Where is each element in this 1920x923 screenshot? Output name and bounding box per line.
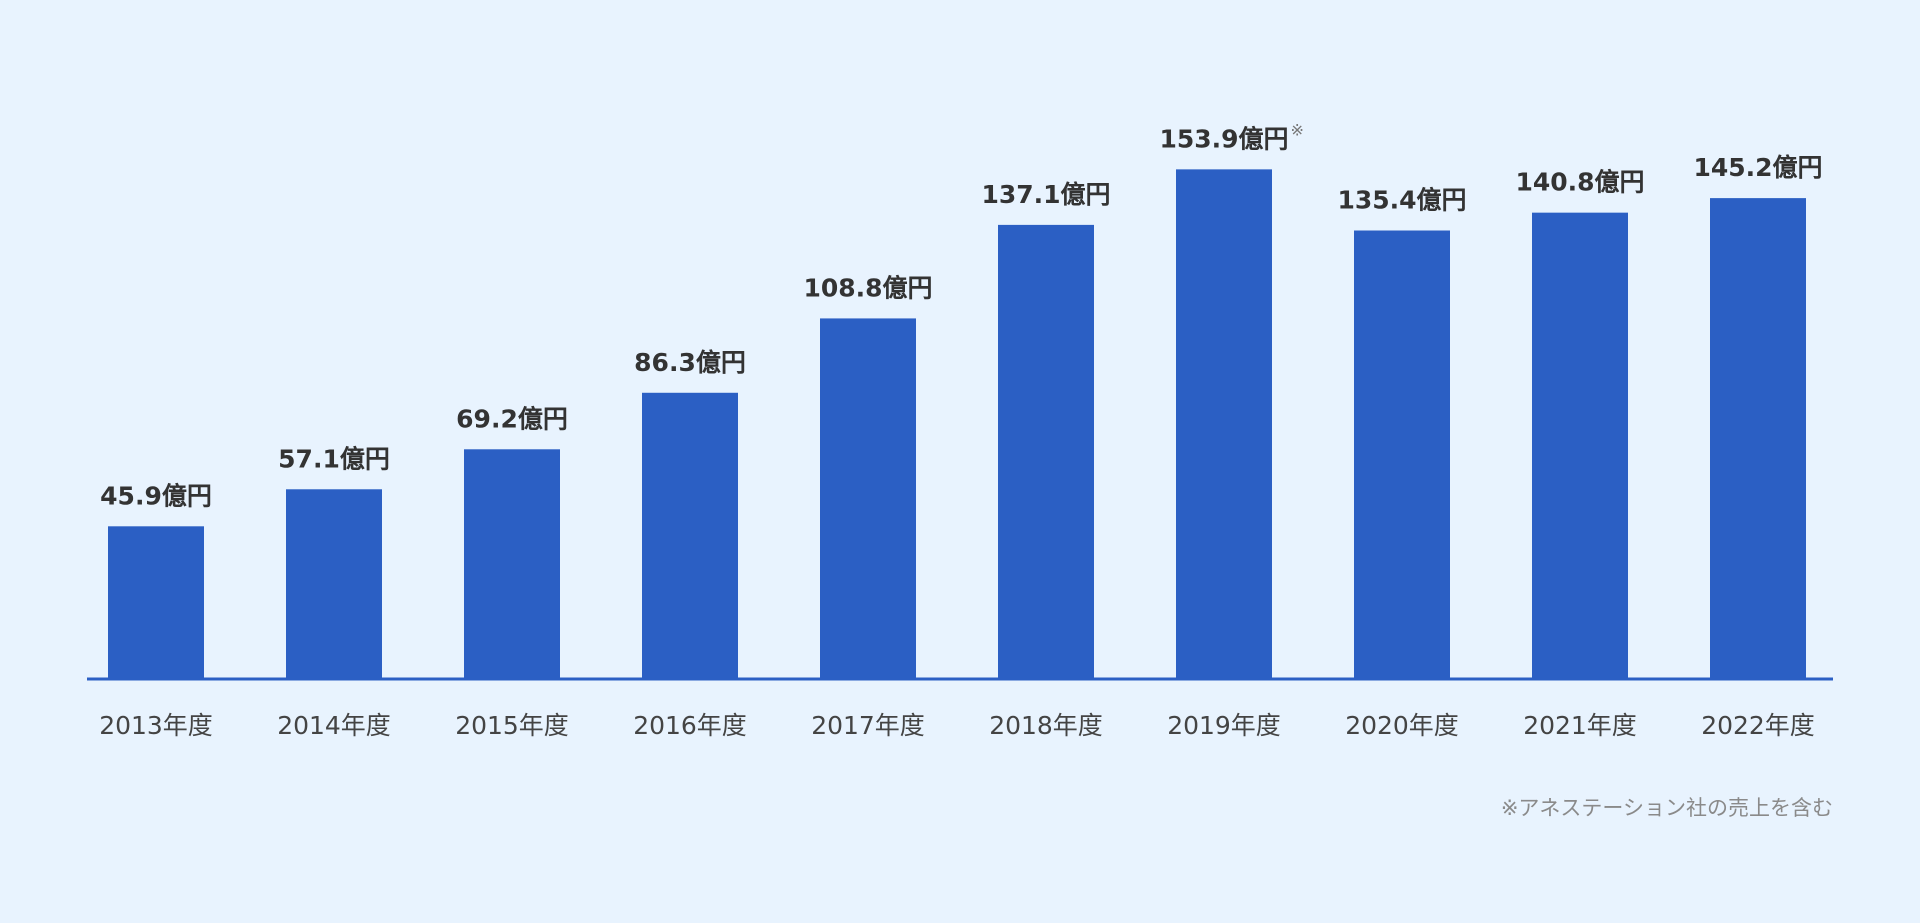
value-label-2: 69.2億円 <box>456 404 568 433</box>
x-tick-label-0: 2013年度 <box>99 711 213 740</box>
value-labels-group: 45.9億円 57.1億円 69.2億円 86.3億円 108.8億円 137.1億円 15… <box>100 120 1822 510</box>
x-tick-labels-group: 2013年度 2014年度 2015年度 2016年度 2017年度 2018年度 2019… <box>99 711 1815 740</box>
value-label-6: 153.9億円 <box>1159 124 1288 153</box>
value-label-4: 108.8億円 <box>803 273 932 302</box>
bar-6 <box>1176 169 1272 678</box>
value-label-8: 140.8億円 <box>1515 168 1644 197</box>
x-tick-label-7: 2020年度 <box>1345 711 1459 740</box>
bar-5 <box>998 224 1094 678</box>
x-tick-label-2: 2015年度 <box>455 711 569 740</box>
bar-1 <box>286 489 382 678</box>
x-tick-label-1: 2014年度 <box>277 711 391 740</box>
value-label-5: 137.1億円 <box>981 180 1110 209</box>
value-label-0: 45.9億円 <box>100 481 212 510</box>
x-tick-label-5: 2018年度 <box>989 711 1103 740</box>
chart-footnote: ※アネステーション社の売上を含む <box>1500 796 1833 820</box>
x-tick-label-4: 2017年度 <box>811 711 925 740</box>
value-label-marker-6: ※ <box>1291 120 1304 139</box>
value-label-7: 135.4億円 <box>1337 186 1466 215</box>
x-tick-label-6: 2019年度 <box>1167 711 1281 740</box>
bar-4 <box>820 318 916 678</box>
bars-group <box>108 169 1806 679</box>
bar-2 <box>464 449 560 678</box>
bar-3 <box>642 392 738 678</box>
value-label-1: 57.1億円 <box>278 444 390 473</box>
x-tick-label-9: 2022年度 <box>1701 711 1815 740</box>
bar-7 <box>1354 230 1450 679</box>
x-tick-label-8: 2021年度 <box>1523 711 1637 740</box>
bar-8 <box>1532 212 1628 678</box>
bar-9 <box>1710 198 1806 678</box>
value-label-9: 145.2億円 <box>1693 153 1822 182</box>
value-label-3: 86.3億円 <box>634 348 746 377</box>
bar-0 <box>108 526 204 678</box>
x-tick-label-3: 2016年度 <box>633 711 747 740</box>
